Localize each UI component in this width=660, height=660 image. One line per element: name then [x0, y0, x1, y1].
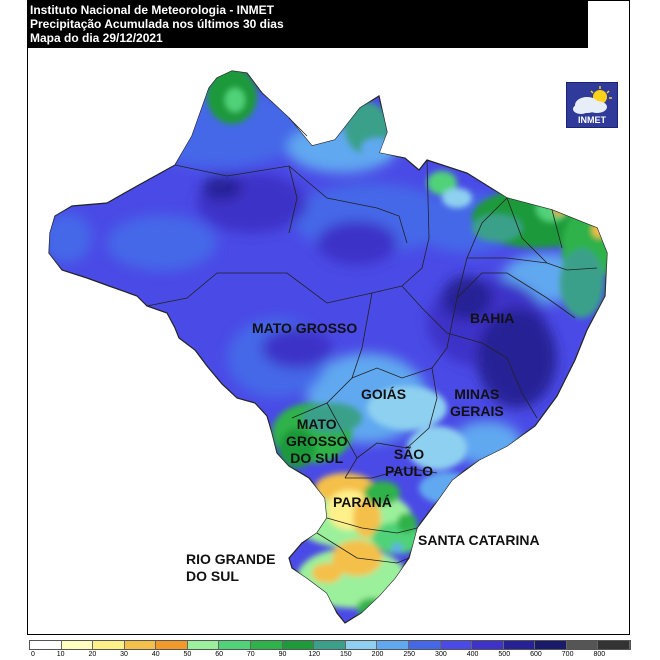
legend-tick-label: 150 — [339, 651, 352, 658]
state-label-santa-catarina: SANTA CATARINA — [418, 532, 540, 548]
legend-swatch — [282, 641, 315, 649]
legend-tick-label: 300 — [435, 651, 447, 658]
inmet-logo: INMET — [566, 82, 618, 128]
legend-tick-label: 700 — [561, 651, 574, 658]
legend-tick-label: 50 — [183, 651, 192, 658]
precipitation-map — [48, 70, 608, 624]
legend-tick-label: 800 — [593, 651, 606, 658]
state-label-mato-grosso-do-sul: MATO GROSSO DO SUL — [286, 416, 348, 466]
state-label-minas-gerais: MINAS GERAIS — [450, 386, 504, 419]
legend-tick-label: 250 — [403, 651, 416, 658]
state-label-parana: PARANÁ — [333, 494, 392, 510]
legend-tick-label: 30 — [120, 651, 128, 658]
legend-tick-label: 60 — [215, 651, 223, 658]
legend-tick-label: 20 — [88, 651, 97, 658]
legend-tick-label: 600 — [530, 651, 542, 658]
legend-tick-label: 200 — [371, 651, 384, 658]
legend-swatch — [219, 641, 252, 649]
legend-swatch — [345, 641, 378, 649]
legend-ticks: 0 10 20 30 40 50 60 70 90 120 150 200 250 300 400 500 60… — [29, 650, 631, 660]
legend-tick-label: 90 — [278, 651, 287, 658]
legend-tick-label: 500 — [498, 651, 511, 658]
state-label-rio-grande-do-sul: RIO GRANDE DO SUL — [186, 551, 276, 584]
legend-swatch — [566, 641, 599, 649]
state-label-sao-paulo: SÃO PAULO — [385, 446, 433, 479]
map-header: Instituto Nacional de Meteorologia - INM… — [27, 0, 588, 48]
legend-tick-label: 10 — [56, 651, 65, 658]
legend-swatch — [377, 641, 409, 649]
legend-swatch — [314, 641, 346, 649]
header-product: Precipitação Acumulada nos últimos 30 di… — [30, 17, 284, 31]
legend-tick-label: 70 — [246, 651, 255, 658]
legend-swatch — [251, 641, 283, 649]
legend-swatch — [30, 641, 62, 649]
legend-swatch — [61, 641, 94, 649]
legend-swatch — [472, 641, 504, 649]
legend-swatch — [503, 641, 536, 649]
legend-swatch — [93, 641, 125, 649]
state-label-mato-grosso: MATO GROSSO — [252, 320, 358, 336]
logo-text: INMET — [578, 115, 606, 125]
header-date: Mapa do dia 29/12/2021 — [30, 31, 163, 45]
legend-swatch — [156, 641, 188, 649]
header-institute: Instituto Nacional de Meteorologia - INM… — [30, 3, 275, 17]
legend-tick-label: 400 — [466, 651, 479, 658]
legend-swatch — [187, 641, 220, 649]
color-legend — [29, 640, 631, 650]
state-label-goias: GOIÁS — [361, 386, 407, 402]
legend-swatch — [598, 641, 630, 649]
legend-swatch — [440, 641, 473, 649]
state-borders — [146, 117, 598, 564]
legend-swatch — [408, 641, 441, 649]
state-label-bahia: BAHIA — [470, 310, 515, 326]
legend-tick-label: 0 — [31, 651, 35, 658]
legend-tick-label: 120 — [308, 651, 320, 658]
legend-tick-label: 40 — [151, 651, 160, 658]
sun-cloud-logo-icon — [573, 86, 612, 114]
legend-swatch — [124, 641, 157, 649]
legend-swatch — [535, 641, 567, 649]
